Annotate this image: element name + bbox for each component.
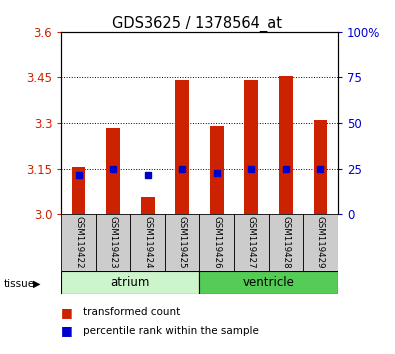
Text: ▶: ▶ — [33, 279, 40, 289]
Bar — [303, 214, 338, 271]
Bar — [199, 271, 338, 294]
Bar — [279, 76, 293, 214]
Text: atrium: atrium — [111, 276, 150, 289]
Bar — [165, 214, 199, 271]
Text: ■: ■ — [61, 306, 73, 319]
Bar — [269, 214, 303, 271]
Bar — [71, 167, 85, 214]
Bar — [61, 214, 96, 271]
Text: GSM119423: GSM119423 — [109, 216, 118, 269]
Text: GSM119427: GSM119427 — [247, 216, 256, 269]
Text: GSM119425: GSM119425 — [178, 216, 187, 269]
Text: percentile rank within the sample: percentile rank within the sample — [83, 326, 259, 336]
Bar — [106, 127, 120, 214]
Text: GSM119426: GSM119426 — [212, 216, 221, 269]
Text: GDS3625 / 1378564_at: GDS3625 / 1378564_at — [113, 16, 282, 32]
Bar — [234, 214, 269, 271]
Bar — [175, 80, 189, 214]
Text: GSM119428: GSM119428 — [281, 216, 290, 269]
Text: transformed count: transformed count — [83, 307, 180, 317]
Bar — [141, 198, 154, 214]
Bar — [96, 214, 130, 271]
Text: tissue: tissue — [4, 279, 35, 289]
Text: ventricle: ventricle — [243, 276, 295, 289]
Bar — [130, 214, 165, 271]
Bar — [210, 126, 224, 214]
Bar — [199, 214, 234, 271]
Bar — [314, 120, 327, 214]
Text: GSM119422: GSM119422 — [74, 216, 83, 269]
Bar — [61, 271, 199, 294]
Text: GSM119424: GSM119424 — [143, 216, 152, 269]
Text: ■: ■ — [61, 325, 73, 337]
Text: GSM119429: GSM119429 — [316, 216, 325, 269]
Bar — [245, 80, 258, 214]
